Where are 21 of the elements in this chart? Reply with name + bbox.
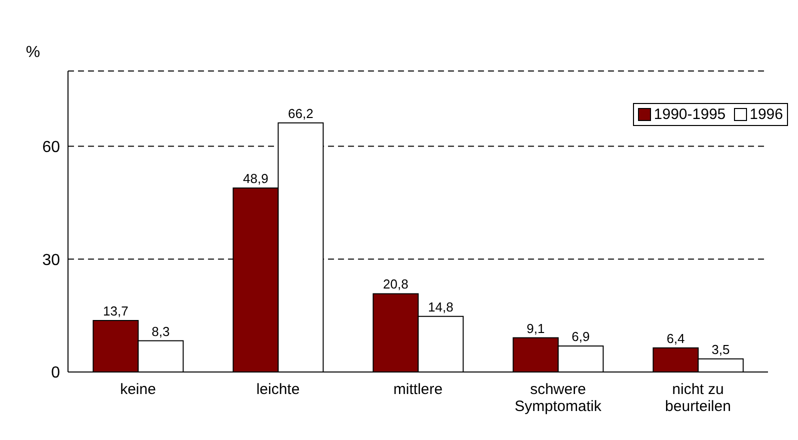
data-label: 8,3	[152, 324, 170, 339]
data-label: 6,4	[666, 330, 685, 346]
data-label: 66,2	[288, 106, 314, 121]
data-label: 48,9	[243, 171, 268, 186]
legend-label: 1996	[748, 106, 783, 123]
data-label: 13,7	[103, 303, 128, 318]
x-tick-label: keine	[120, 381, 156, 398]
x-tick-label: nicht zu beurteilen	[665, 381, 731, 415]
data-label: 9,1	[526, 320, 545, 336]
data-label: 20,8	[383, 276, 408, 292]
data-label: 3,5	[712, 342, 730, 357]
x-tick-label: mittlere	[393, 381, 443, 398]
y-tick-label: 60	[42, 138, 60, 156]
legend-label: 1990-1995	[652, 106, 726, 123]
data-label: 6,9	[572, 329, 590, 344]
y-tick-label: 0	[51, 364, 60, 382]
y-tick-label: 30	[42, 252, 60, 269]
x-tick-label: schwere Symptomatik	[514, 381, 602, 415]
x-tick-label: leichte	[256, 381, 300, 398]
data-label: 14,8	[428, 299, 454, 314]
y-axis-title: %	[26, 44, 40, 61]
